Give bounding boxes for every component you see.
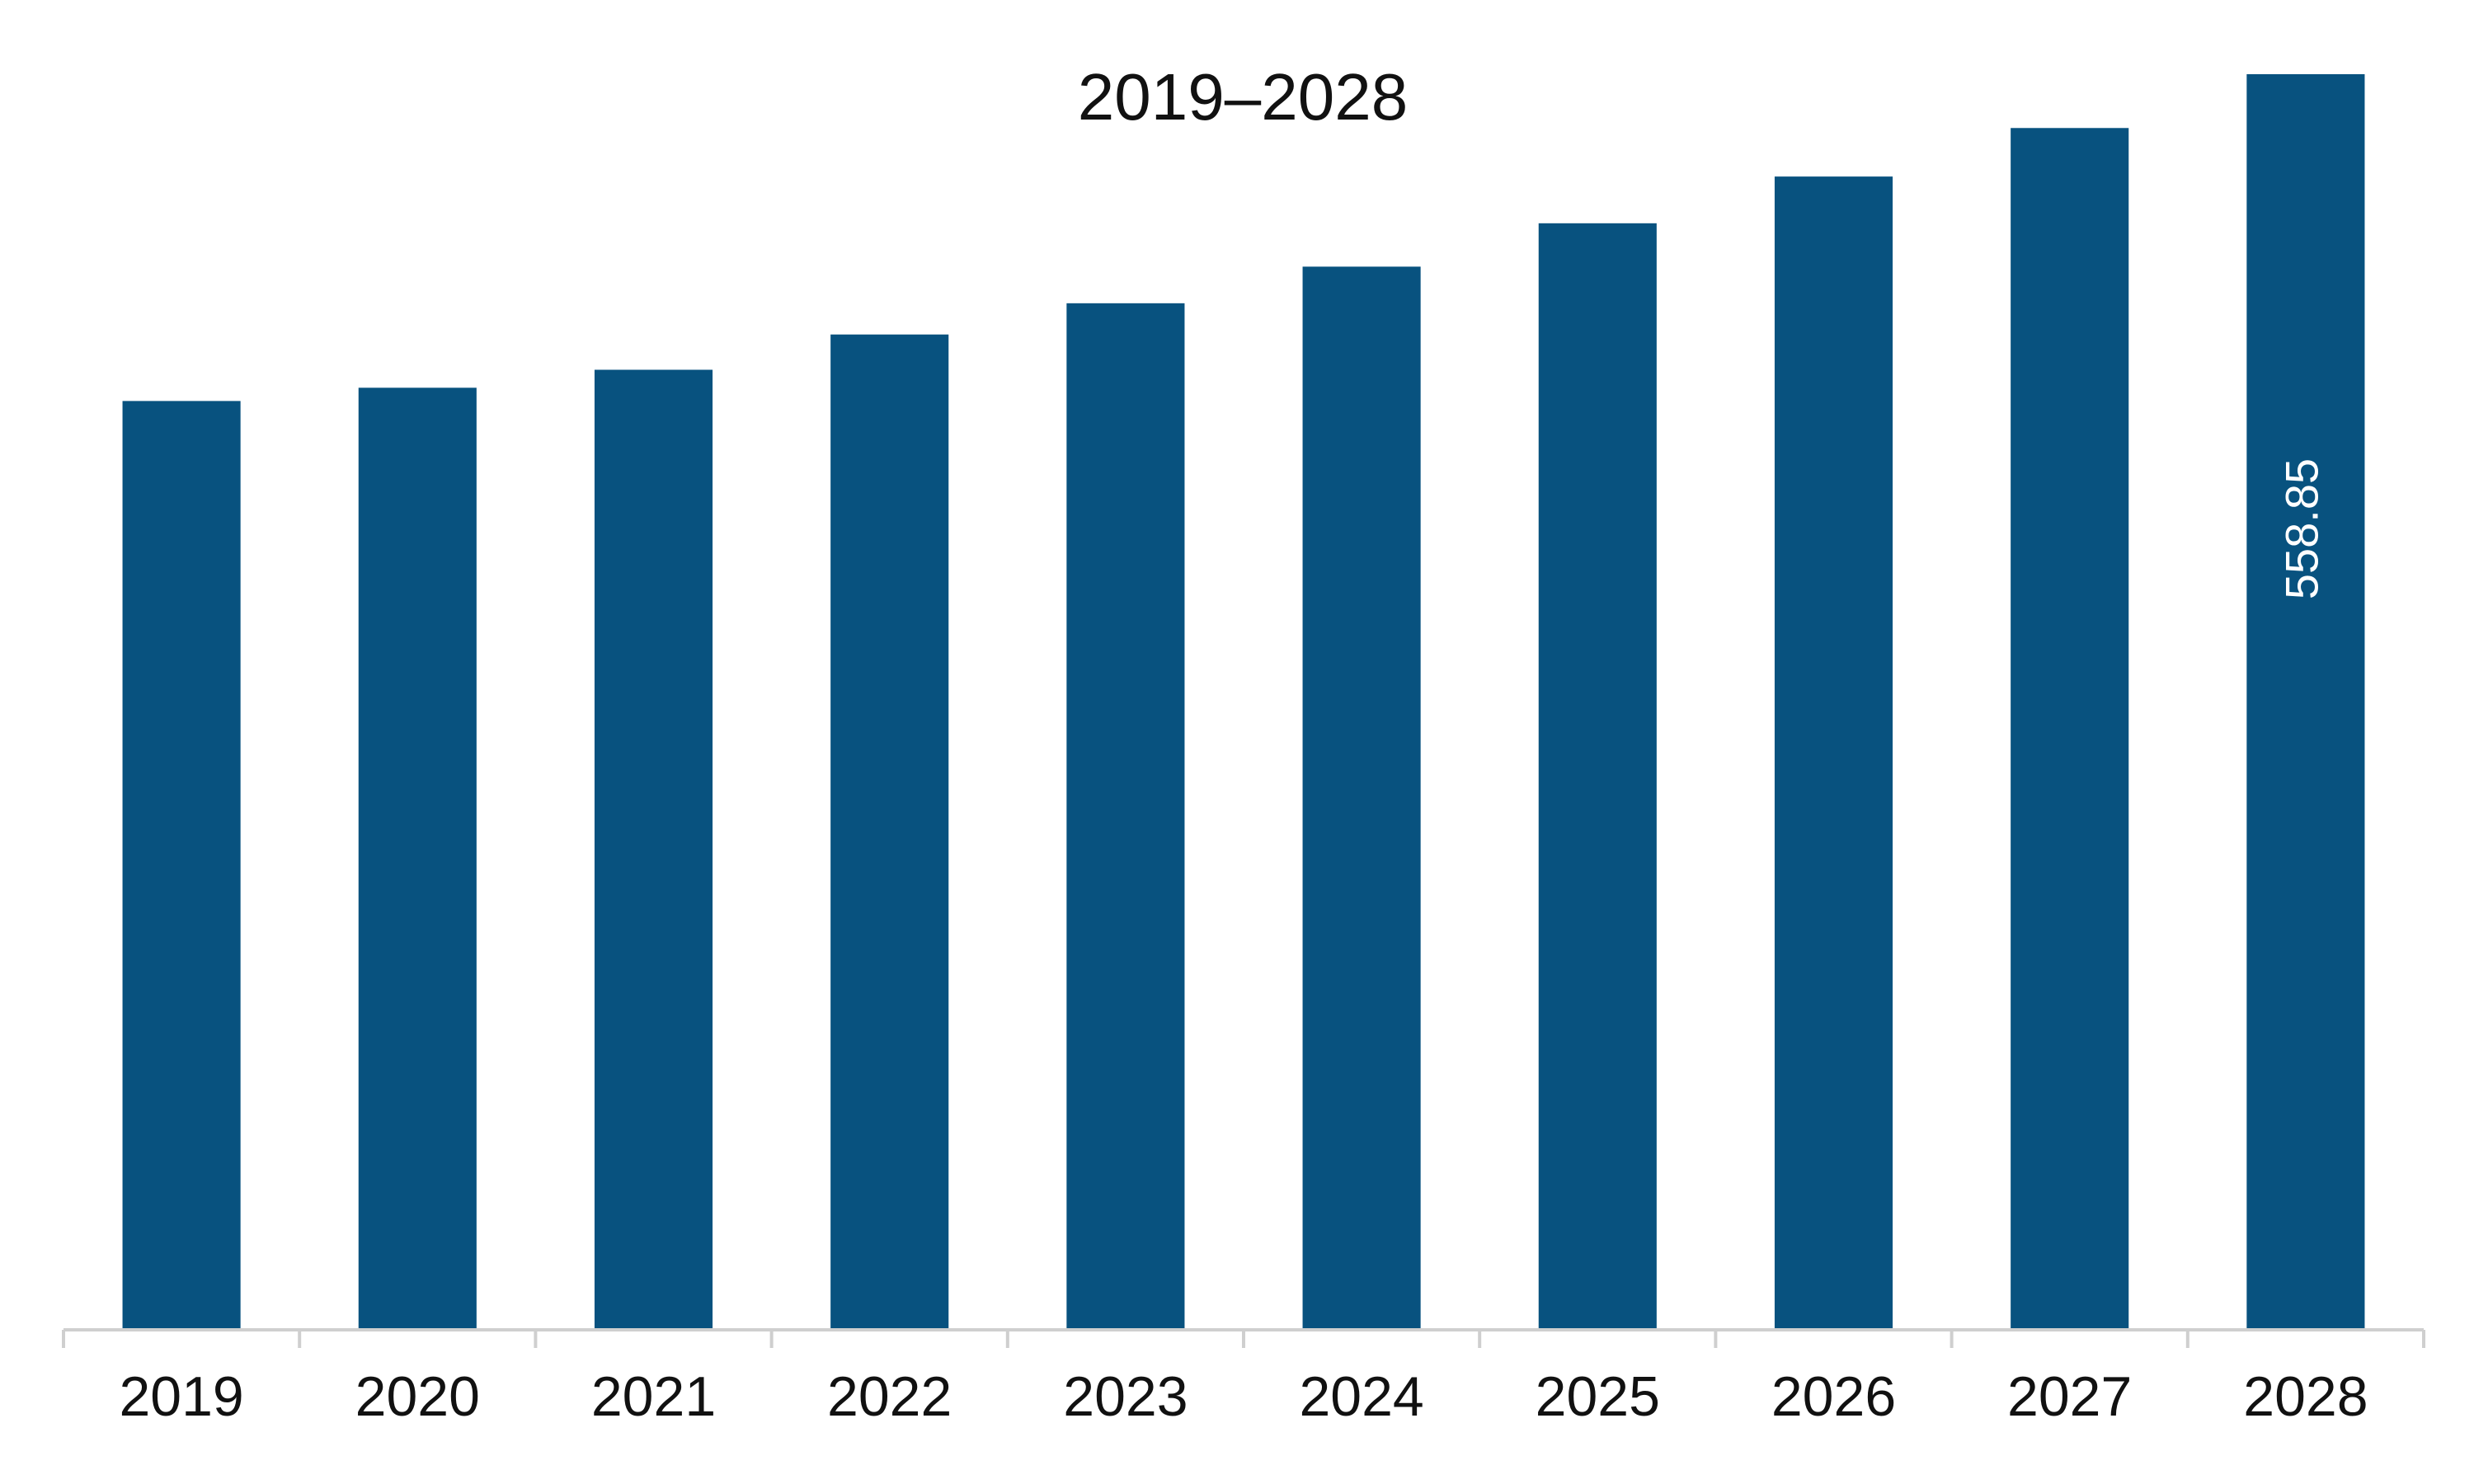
x-tick-label: 2027 <box>2007 1365 2132 1428</box>
bar-2019 <box>122 401 241 1331</box>
bar-2020 <box>358 387 477 1331</box>
x-tick-label: 2024 <box>1299 1365 1423 1428</box>
x-axis <box>62 1328 2425 1348</box>
x-tick-label: 2028 <box>2243 1365 2368 1428</box>
bar-2022 <box>830 334 949 1330</box>
bar-2025 <box>1538 223 1657 1331</box>
bar-2021 <box>594 369 713 1330</box>
bar-2026 <box>1774 176 1893 1331</box>
x-tick-label: 2022 <box>827 1365 952 1428</box>
bar-2027 <box>2011 128 2129 1330</box>
data-label: 558.85 <box>2276 458 2328 599</box>
bar-2028 <box>2246 74 2365 1330</box>
chart-title: 2019–2028 <box>1078 60 1408 134</box>
x-tick-label: 2023 <box>1063 1365 1188 1428</box>
x-tick-label: 2025 <box>1536 1365 1660 1428</box>
bar-2024 <box>1302 266 1421 1330</box>
x-tick-label: 2019 <box>119 1365 243 1428</box>
x-tick-label: 2020 <box>355 1365 480 1428</box>
labels-layer: 2019 2020 2021 2022 2023 2024 2025 2026 2027 2028… <box>119 458 2368 1428</box>
x-tick-label: 2021 <box>591 1365 716 1428</box>
bars-layer <box>122 74 2365 1331</box>
x-tick-label: 2026 <box>1771 1365 1896 1428</box>
bar-2023 <box>1066 303 1185 1330</box>
